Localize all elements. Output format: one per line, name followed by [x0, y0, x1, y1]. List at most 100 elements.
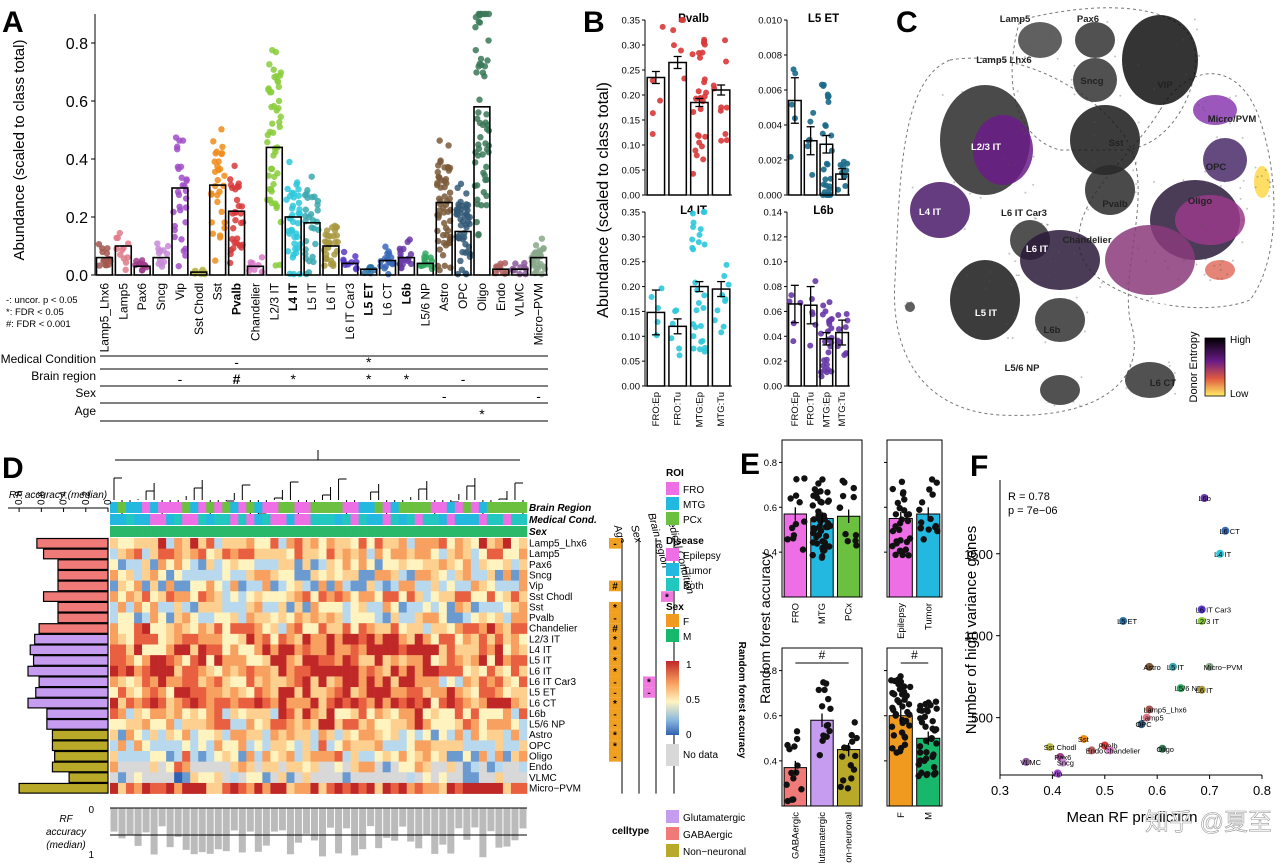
heatmap-cell [182, 782, 191, 794]
heatmap-cell [118, 740, 127, 752]
umap-cell [1047, 275, 1050, 278]
heatmap-cell [246, 708, 255, 720]
data-point [163, 250, 171, 258]
annotation-mark: * [613, 731, 617, 742]
data-point [314, 207, 321, 214]
heatmap-cell [126, 633, 135, 645]
heatmap-cell [326, 633, 335, 645]
heatmap-cell [110, 644, 119, 656]
subplot-title: L5 ET [808, 13, 839, 25]
heatmap-cell [342, 687, 351, 699]
heatmap-cell [422, 633, 432, 645]
data-point [230, 245, 237, 252]
umap-cell [989, 270, 992, 273]
data-point [692, 147, 699, 154]
heatmap-cell [462, 644, 472, 656]
data-point [212, 182, 219, 190]
heatmap-cell [118, 623, 127, 635]
data-point [828, 132, 835, 139]
data-point [788, 796, 796, 803]
annotation-cell [609, 697, 621, 709]
data-point [922, 700, 929, 708]
heatmap-cell [438, 612, 448, 624]
umap-cell [1195, 263, 1198, 266]
x-tick-label: Lamp5_Lhx6 [97, 283, 111, 353]
umap-cell [1117, 159, 1120, 162]
data-point [793, 728, 801, 735]
heatmap-cell [414, 559, 424, 571]
heatmap-cell [454, 538, 464, 549]
umap-cell [1083, 330, 1086, 333]
heatmap-cell [254, 580, 263, 592]
heatmap-cell [246, 782, 255, 794]
data-point [842, 324, 849, 331]
heatmap-cell [374, 719, 383, 730]
data-point [437, 157, 444, 164]
point-label: OPC [1135, 720, 1152, 729]
heatmap-cell [182, 633, 191, 645]
umap-cell [1023, 56, 1026, 59]
heatmap-cell [118, 719, 127, 730]
heatmap-cell [134, 740, 143, 752]
legend-title: celltype [612, 826, 650, 837]
umap-cell [1028, 45, 1031, 48]
data-point [444, 227, 452, 234]
data-point [657, 97, 664, 104]
data-point [178, 236, 185, 243]
umap-cell [1095, 36, 1098, 39]
legend-swatch [666, 827, 679, 840]
heatmap-cell [430, 612, 440, 624]
heatmap-cell [326, 559, 335, 571]
rf-accuracy-bar [42, 548, 109, 560]
heatmap-cell [502, 655, 512, 667]
data-point [178, 174, 185, 181]
heatmap-cell [502, 591, 512, 603]
heatmap-cell [502, 697, 512, 709]
umap-cell [961, 91, 964, 94]
data-point [837, 783, 844, 791]
heatmap-cell [446, 740, 456, 752]
heatmap-cell [182, 676, 191, 688]
data-point [475, 18, 483, 26]
heatmap-cell [454, 612, 464, 624]
heatmap-cell [174, 708, 183, 720]
umap-cluster [1122, 15, 1198, 105]
data-point [714, 307, 721, 314]
heatmap-cell [446, 538, 456, 549]
umap-cell [1166, 267, 1169, 270]
heatmap-cell [510, 708, 520, 720]
umap-cell [1106, 47, 1109, 50]
heatmap-cell [118, 633, 127, 645]
x-tick-label: L6 IT [324, 282, 338, 310]
heatmap-cell [406, 719, 416, 730]
data-point [404, 257, 412, 265]
heatmap-cell [334, 633, 343, 645]
umap-cluster [1070, 105, 1140, 175]
heatmap-cell [222, 580, 231, 592]
data-point [933, 705, 940, 712]
heatmap-cell [334, 751, 343, 762]
heatmap-cell [134, 676, 143, 688]
cluster-label: L2/3 IT [971, 142, 1001, 153]
data-point [321, 238, 329, 245]
data-point [472, 24, 479, 31]
data-point [710, 82, 717, 89]
heatmap-cell [150, 569, 159, 581]
heatmap-cell [222, 655, 231, 667]
annotation-cell [366, 502, 375, 513]
umap-cell [1152, 180, 1155, 183]
umap-cell [1135, 125, 1138, 128]
heatmap-cell [262, 719, 271, 730]
data-point [825, 695, 832, 703]
data-point [436, 266, 443, 274]
heatmap-cell [158, 644, 167, 656]
data-point [441, 262, 448, 269]
annotation-cell [302, 526, 311, 537]
heatmap-cell [150, 697, 159, 709]
heatmap-cell [254, 633, 263, 645]
data-point [797, 299, 804, 306]
heatmap-row-label: Chandelier [529, 624, 578, 635]
heatmap-cell [262, 772, 271, 784]
data-point [308, 173, 315, 180]
heatmap-cell [398, 569, 408, 581]
